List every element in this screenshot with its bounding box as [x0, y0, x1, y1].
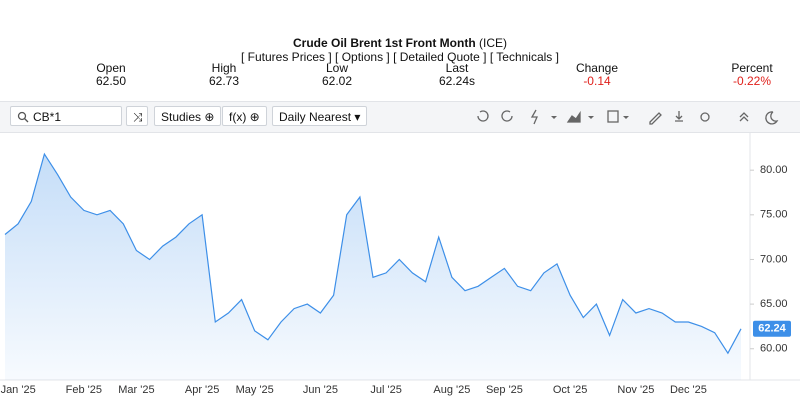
y-tick-label: 65.00 [760, 298, 788, 310]
title: Crude Oil Brent 1st Front Month [292, 36, 476, 50]
link[interactable]: [ Futures Prices ] [241, 50, 332, 64]
toolbar: CB*1 ⤨ Studies ⊕ f(x) ⊕ Daily Nearest ▾ [0, 101, 800, 133]
studies-label: Studies [161, 110, 202, 124]
x-tick-label: Nov '25 [617, 384, 654, 396]
quote-header: Crude Oil Brent 1st Front Month (ICE) [ … [0, 36, 800, 64]
stat-label: Change [575, 61, 619, 75]
title-line: Crude Oil Brent 1st Front Month (ICE) [0, 36, 800, 50]
redo-icon[interactable] [501, 110, 513, 122]
stat-value: 62.73 [208, 74, 240, 88]
stat-label: Open [96, 61, 126, 75]
x-tick-label: Sep '25 [486, 384, 523, 396]
links: [ Futures Prices ] [ Options ] [ Detaile… [0, 50, 800, 64]
link[interactable]: [ Options ] [335, 50, 390, 64]
draw-icon[interactable] [530, 109, 538, 125]
symbol: CB*1 [33, 110, 62, 124]
stat-value: 62.02 [321, 74, 353, 88]
x-tick-label: Jun '25 [303, 384, 338, 396]
stat-label: Percent [731, 61, 773, 75]
area-fill [5, 154, 741, 380]
exchange: (ICE) [479, 36, 507, 50]
search-icon [17, 111, 29, 123]
settings-icon[interactable] [700, 112, 710, 122]
stat: High 62.73 [201, 62, 247, 88]
stat-value: 62.50 [95, 74, 127, 88]
y-tick-label: 75.00 [760, 209, 788, 221]
download-icon[interactable] [675, 111, 683, 122]
toolbar-icons [477, 109, 779, 125]
price-line [4, 152, 742, 355]
stat-label: High [211, 61, 237, 75]
stat: Open 62.50 [88, 62, 134, 88]
x-tick-label: Oct '25 [553, 384, 588, 396]
studies-button[interactable]: Studies ⊕ [154, 106, 222, 126]
last-price-label: 62.24 [758, 323, 786, 335]
stat: Low 62.02 [314, 62, 360, 88]
x-tick-label: Jul '25 [370, 384, 401, 396]
link[interactable]: [ Technicals ] [489, 50, 559, 64]
stat: Change -0.14 [572, 62, 622, 88]
stat-value: -0.22% [732, 74, 772, 88]
pen-icon[interactable] [649, 112, 662, 125]
link[interactable]: [ Detailed Quote ] [393, 50, 487, 64]
last-price-badge [753, 320, 791, 337]
x-tick-label: Jan '25 [1, 384, 36, 396]
stat-label: Last [445, 61, 469, 75]
x-tick-label: May '25 [236, 384, 274, 396]
y-tick-label: 70.00 [760, 253, 788, 265]
functions-label: f(x) [229, 110, 247, 124]
symbol-search[interactable]: CB*1 [10, 106, 122, 126]
undo-icon[interactable] [477, 110, 489, 122]
stat-value: 62.24s [438, 74, 476, 88]
y-tick-label: 60.00 [760, 343, 788, 355]
x-tick-label: Dec '25 [670, 384, 707, 396]
collapse-icon[interactable] [739, 112, 749, 122]
stat: Percent -0.22% [724, 62, 780, 88]
chart: 60.00 65.00 70.00 75.00 80.00 Jan '25 Feb '25 M… [0, 132, 800, 396]
compare-button[interactable]: ⤨ [126, 106, 148, 126]
x-tick-label: Aug '25 [433, 384, 470, 396]
layout-icon[interactable] [607, 110, 619, 123]
x-tick-label: Feb '25 [66, 384, 102, 396]
chart-type-icon[interactable] [566, 110, 581, 123]
stat-label: Low [325, 61, 348, 75]
x-tick-label: Apr '25 [185, 384, 220, 396]
x-tick-label: Mar '25 [118, 384, 154, 396]
stat-value: -0.14 [583, 74, 611, 88]
y-tick-label: 80.00 [760, 164, 788, 176]
stat: Last 62.24s [432, 62, 482, 88]
interval-label: Daily Nearest [279, 110, 352, 124]
theme-icon[interactable] [765, 111, 779, 125]
interval-select[interactable]: Daily Nearest ▾ [272, 106, 368, 126]
functions-button[interactable]: f(x) ⊕ [222, 106, 267, 126]
